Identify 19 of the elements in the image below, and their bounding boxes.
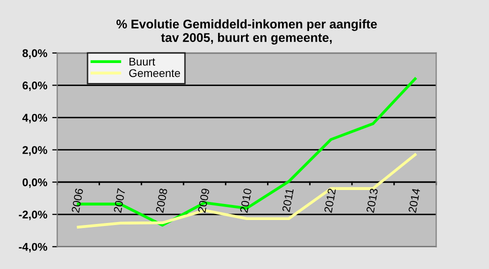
y-tick-label: -2,0% — [18, 210, 48, 220]
y-tick-label: 2,0% — [22, 146, 48, 156]
y-tick-label: 4,0% — [22, 114, 48, 124]
legend-label: Buurt — [130, 58, 156, 66]
y-tick-label: 8,0% — [22, 49, 48, 59]
x-tick-label: 2006 — [71, 188, 84, 213]
y-tick-label: 6,0% — [22, 82, 48, 92]
x-tick-label: 2009 — [198, 188, 210, 213]
x-tick-label: 2011 — [282, 188, 294, 212]
x-tick-label: 2014 — [408, 188, 420, 213]
x-tick-label: 2008 — [156, 188, 168, 213]
x-tick-label: 2012 — [324, 188, 336, 213]
x-tick-label: 2013 — [366, 188, 378, 213]
x-tick-label: 2007 — [114, 188, 126, 213]
x-tick-label: 2010 — [240, 188, 252, 213]
legend-label: Gemeente — [129, 69, 180, 78]
y-tick-label: 0,0% — [22, 178, 48, 188]
chart-title: % Evolutie Gemiddeld-inkomen per aangifte tav 2005, buurt en gemeente, — [116, 19, 377, 45]
y-tick-label: -4,0% — [18, 242, 48, 252]
